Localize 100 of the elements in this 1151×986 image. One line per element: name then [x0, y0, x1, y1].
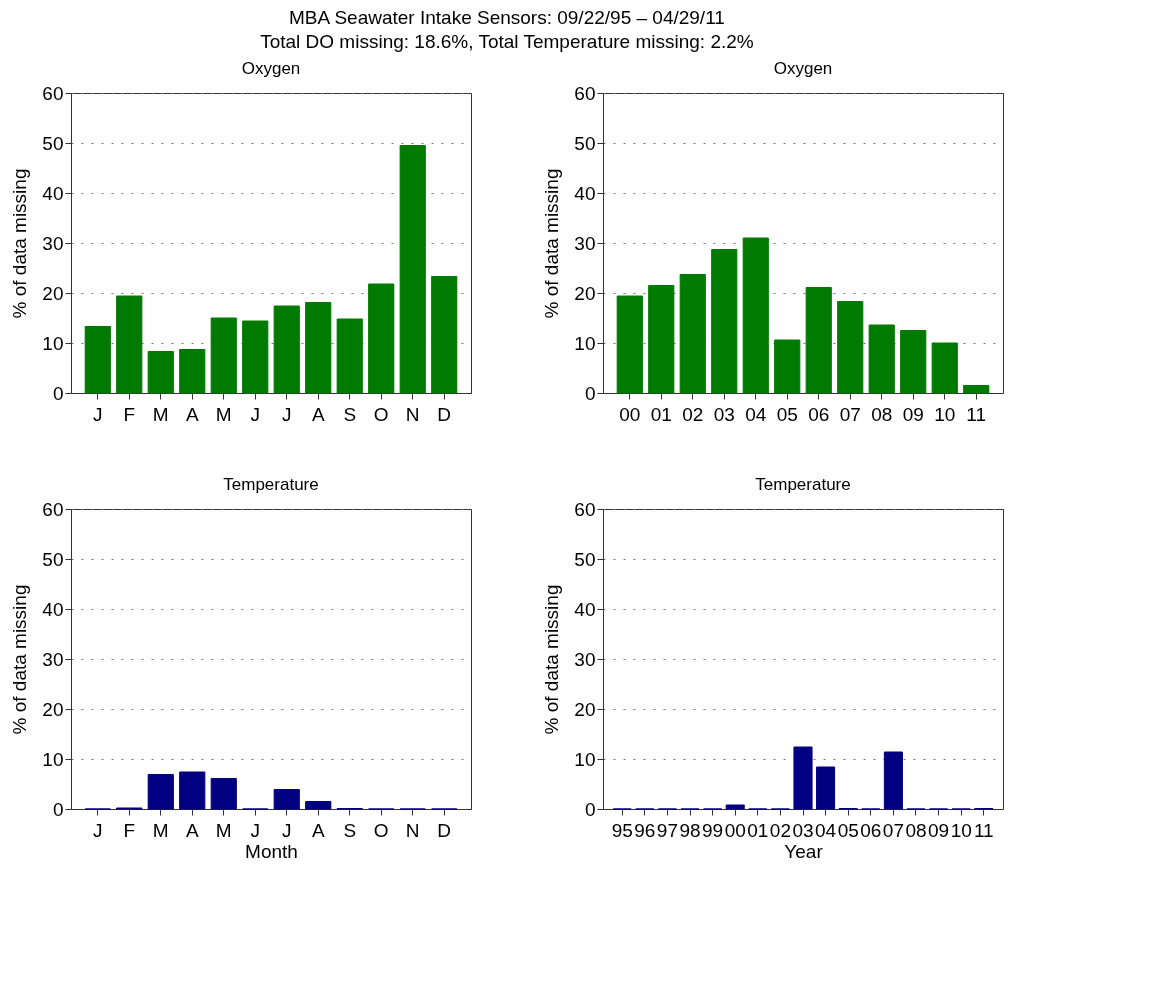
y-axis-title: % of data missing: [9, 584, 31, 735]
y-tick-label: 0: [584, 798, 596, 820]
y-tick-label: 50: [42, 132, 64, 154]
x-axis-title: Year: [784, 840, 824, 862]
x-tick-label: 03: [713, 403, 735, 425]
y-tick-label: 60: [42, 82, 64, 104]
y-tick-label: 20: [42, 698, 64, 720]
y-tick-label: 60: [42, 498, 64, 520]
bar: [179, 349, 206, 394]
x-tick-label: 05: [776, 403, 798, 425]
y-tick-label: 20: [574, 698, 596, 720]
bar: [305, 302, 332, 394]
x-tick-label: J: [250, 819, 260, 841]
y-tick-label: 20: [574, 282, 596, 304]
x-tick-label: 05: [837, 819, 859, 841]
bar: [431, 276, 458, 394]
x-tick-label: 95: [611, 819, 633, 841]
bar: [742, 237, 769, 394]
x-tick-label: A: [185, 403, 199, 425]
bar: [84, 326, 111, 394]
y-tick-label: 60: [574, 498, 596, 520]
y-tick-label: 40: [574, 598, 596, 620]
bar: [931, 342, 958, 394]
bar: [116, 295, 143, 394]
y-tick-label: 0: [52, 798, 64, 820]
bar: [963, 385, 990, 394]
x-tick-label: N: [405, 819, 420, 841]
bar: [336, 318, 363, 394]
bar: [679, 274, 706, 394]
x-tick-label: J: [282, 819, 292, 841]
y-tick-label: 10: [574, 332, 596, 354]
bar: [883, 751, 903, 810]
x-tick-label: M: [152, 403, 169, 425]
y-tick-label: 50: [42, 548, 64, 570]
bar: [305, 801, 332, 810]
chart-title: Oxygen: [773, 59, 833, 78]
x-tick-label: J: [93, 403, 103, 425]
bar: [273, 789, 300, 810]
x-tick-label: 09: [902, 403, 924, 425]
x-tick-label: S: [343, 819, 357, 841]
x-tick-label: 01: [747, 819, 769, 841]
chart-title: Oxygen: [241, 59, 301, 78]
x-tick-label: 08: [871, 403, 893, 425]
y-tick-label: 10: [42, 748, 64, 770]
text: MBA Seawater Intake Sensors: 09/22/95 – 04/29/11: [288, 6, 725, 28]
x-tick-label: 10: [934, 403, 956, 425]
x-tick-label: J: [93, 819, 103, 841]
x-tick-label: 98: [679, 819, 701, 841]
x-tick-label: J: [282, 403, 292, 425]
x-tick-label: A: [311, 819, 325, 841]
y-tick-label: 40: [42, 182, 64, 204]
x-tick-label: 08: [905, 819, 927, 841]
x-tick-label: 02: [769, 819, 791, 841]
bar: [711, 249, 738, 394]
x-tick-label: F: [123, 819, 136, 841]
x-tick-label: 04: [815, 819, 837, 841]
x-tick-label: 04: [745, 403, 767, 425]
bar: [242, 320, 269, 394]
y-tick-label: 30: [574, 648, 596, 670]
x-tick-label: 06: [860, 819, 882, 841]
bar: [648, 285, 675, 394]
x-tick-label: M: [215, 819, 232, 841]
y-axis-title: % of data missing: [541, 584, 563, 735]
bar: [837, 301, 864, 394]
x-tick-label: J: [250, 403, 260, 425]
text: Total DO missing: 18.6%, Total Temperature missing: 2.2%: [260, 30, 754, 52]
y-axis-title: % of data missing: [541, 168, 563, 319]
y-tick-label: 30: [42, 648, 64, 670]
bar: [210, 317, 237, 394]
x-tick-label: F: [123, 403, 136, 425]
x-tick-label: 09: [928, 819, 950, 841]
x-tick-label: 11: [966, 403, 987, 425]
x-tick-label: D: [437, 403, 452, 425]
bar: [147, 351, 174, 394]
x-tick-label: 02: [682, 403, 704, 425]
bar: [868, 324, 895, 394]
y-tick-label: 50: [574, 548, 596, 570]
bar: [900, 330, 927, 394]
bar: [774, 339, 801, 394]
y-tick-label: 20: [42, 282, 64, 304]
x-tick-label: A: [311, 403, 325, 425]
x-tick-label: 07: [839, 403, 861, 425]
bar: [210, 778, 237, 810]
x-tick-label: 03: [792, 819, 814, 841]
x-tick-label: 11: [973, 819, 994, 841]
y-tick-label: 0: [52, 382, 64, 404]
bar: [616, 295, 643, 394]
bar: [816, 766, 836, 810]
x-tick-label: 06: [808, 403, 830, 425]
bar: [368, 283, 395, 394]
x-tick-label: D: [437, 819, 452, 841]
x-tick-label: M: [152, 819, 169, 841]
x-axis-title: Month: [245, 840, 298, 862]
y-tick-label: 50: [574, 132, 596, 154]
x-tick-label: 10: [950, 819, 972, 841]
x-tick-label: O: [373, 819, 389, 841]
bar: [805, 287, 832, 394]
y-tick-label: 40: [42, 598, 64, 620]
bar: [793, 746, 813, 810]
bar: [147, 774, 174, 810]
